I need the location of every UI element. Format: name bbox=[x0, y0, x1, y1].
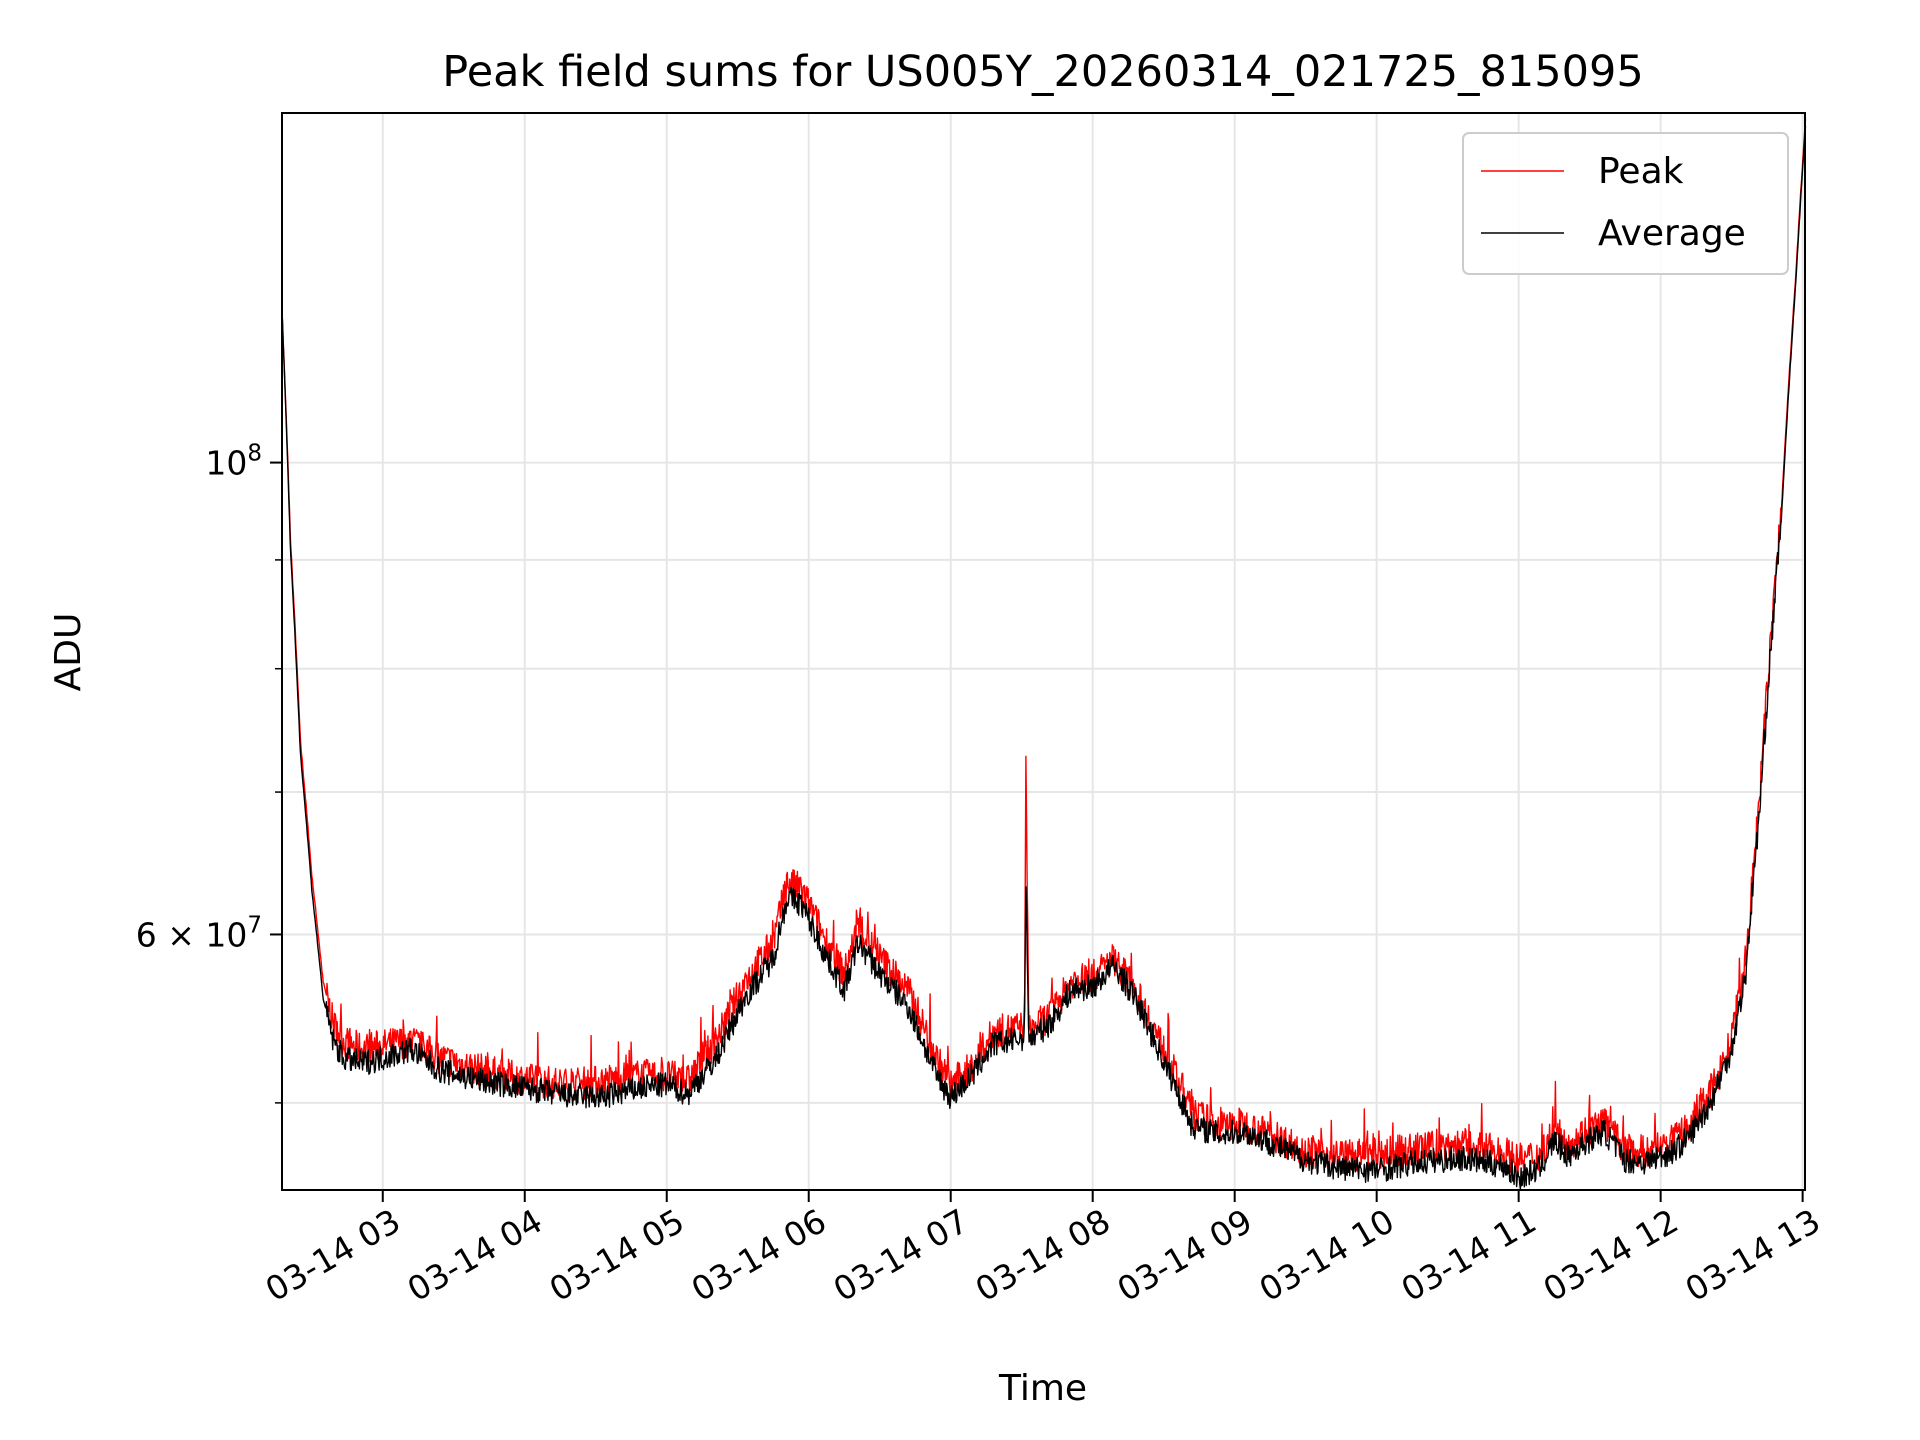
legend-label-average: Average bbox=[1598, 213, 1746, 254]
plot-frame bbox=[281, 112, 1806, 1191]
legend-label-peak: Peak bbox=[1598, 151, 1684, 192]
chart-title: Peak field sums for US005Y_20260314_0217… bbox=[442, 47, 1643, 97]
legend: Peak Average bbox=[1462, 132, 1789, 275]
y-axis: 108 6 × 107 bbox=[136, 441, 282, 1104]
grid bbox=[282, 113, 1805, 1190]
series-group bbox=[281, 118, 1807, 1190]
y-axis-title: ADU bbox=[48, 613, 89, 692]
legend-box bbox=[1462, 132, 1789, 275]
x-axis-title: Time bbox=[998, 1368, 1087, 1409]
y-tick-label: 6 × 107 bbox=[136, 912, 262, 954]
y-tick-label: 108 bbox=[205, 441, 262, 483]
series-line-average bbox=[281, 125, 1807, 1190]
